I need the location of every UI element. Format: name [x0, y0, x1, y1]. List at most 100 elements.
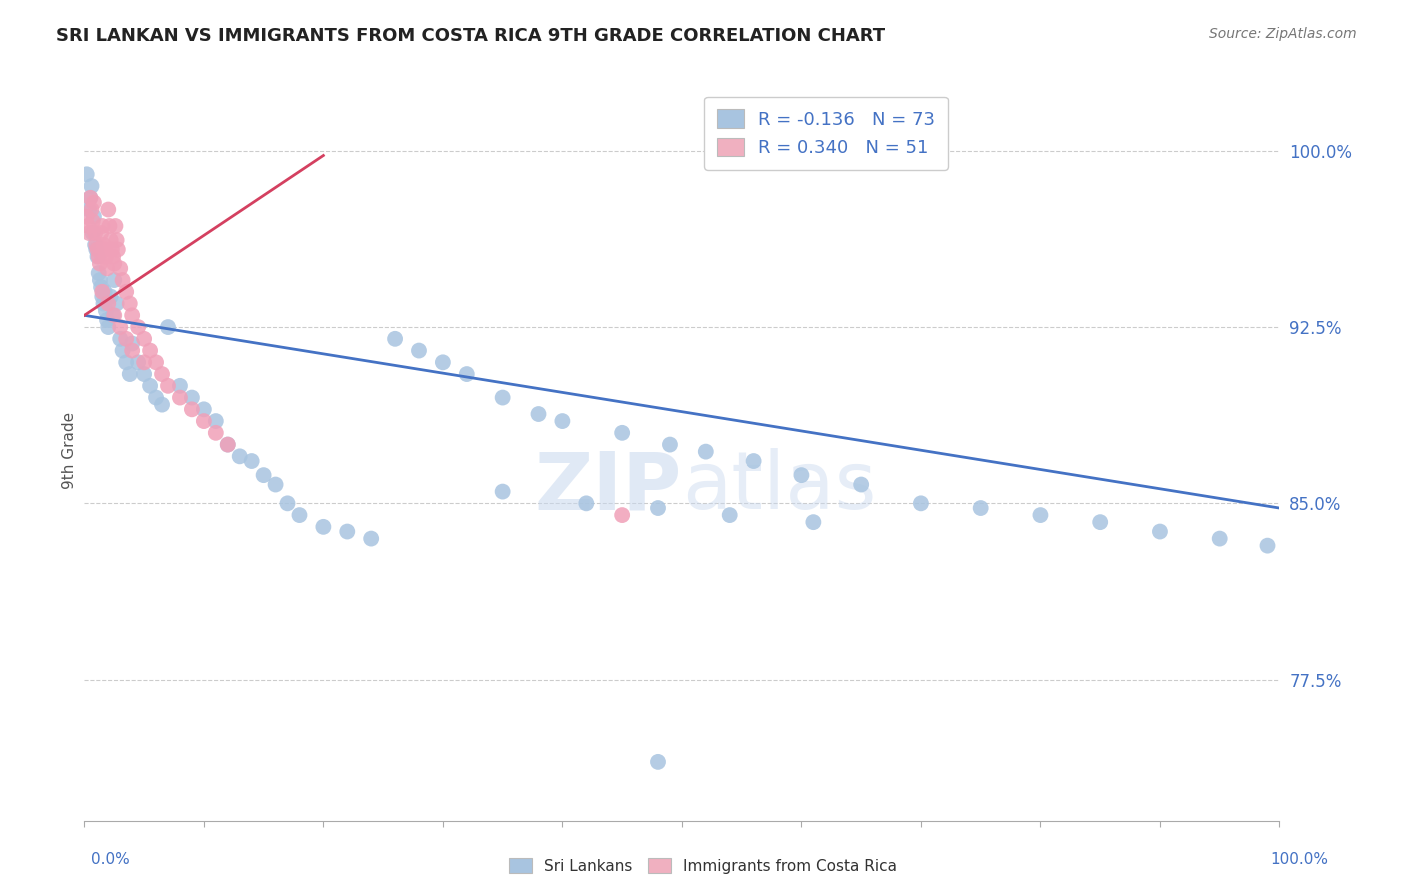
Point	[217, 437, 239, 451]
Point	[118, 296, 141, 310]
Point	[96, 313, 118, 327]
Legend: R = -0.136   N = 73, R = 0.340   N = 51: R = -0.136 N = 73, R = 0.340 N = 51	[704, 96, 948, 169]
Point	[150, 367, 173, 381]
Point	[790, 468, 813, 483]
Point	[132, 355, 156, 369]
Point	[695, 444, 717, 458]
Point	[86, 237, 108, 252]
Text: 0.0%: 0.0%	[91, 852, 131, 867]
Point	[1149, 524, 1171, 539]
Point	[121, 343, 143, 358]
Point	[89, 257, 111, 271]
Point	[205, 414, 228, 428]
Point	[103, 273, 125, 287]
Point	[94, 250, 117, 264]
Point	[94, 303, 117, 318]
Point	[432, 355, 454, 369]
Point	[277, 496, 299, 510]
Point	[89, 273, 111, 287]
Point	[79, 191, 101, 205]
Point	[157, 320, 180, 334]
Point	[205, 425, 228, 440]
Point	[408, 343, 430, 358]
Point	[1029, 508, 1052, 522]
Point	[84, 237, 107, 252]
Point	[145, 391, 167, 405]
Point	[98, 219, 121, 233]
Point	[86, 243, 108, 257]
Point	[229, 450, 252, 464]
Point	[115, 285, 138, 299]
Point	[82, 226, 104, 240]
Text: Source: ZipAtlas.com: Source: ZipAtlas.com	[1209, 27, 1357, 41]
Point	[79, 191, 101, 205]
Point	[101, 308, 124, 322]
Point	[492, 484, 515, 499]
Point	[111, 273, 134, 287]
Point	[80, 179, 103, 194]
Point	[115, 332, 138, 346]
Point	[97, 202, 120, 217]
Point	[93, 237, 115, 252]
Point	[90, 226, 112, 240]
Point	[97, 296, 120, 310]
Point	[93, 243, 115, 257]
Point	[115, 355, 138, 369]
Point	[647, 755, 669, 769]
Point	[312, 520, 335, 534]
Point	[91, 285, 114, 299]
Point	[86, 250, 108, 264]
Point	[110, 332, 132, 346]
Point	[527, 407, 550, 421]
Point	[193, 402, 215, 417]
Point	[121, 336, 143, 351]
Point	[456, 367, 478, 381]
Point	[105, 233, 128, 247]
Point	[253, 468, 276, 483]
Point	[91, 219, 114, 233]
Point	[360, 532, 382, 546]
Point	[193, 414, 215, 428]
Point	[612, 508, 634, 522]
Point	[118, 367, 141, 381]
Point	[87, 266, 110, 280]
Point	[80, 202, 103, 217]
Point	[169, 379, 191, 393]
Point	[169, 391, 191, 405]
Point	[105, 296, 128, 310]
Point	[851, 477, 873, 491]
Point	[100, 289, 122, 303]
Point	[93, 285, 115, 299]
Point	[91, 289, 114, 303]
Point	[240, 454, 263, 468]
Point	[288, 508, 311, 522]
Point	[157, 379, 180, 393]
Point	[97, 320, 120, 334]
Point	[84, 226, 107, 240]
Point	[100, 233, 122, 247]
Point	[384, 332, 406, 346]
Point	[264, 477, 287, 491]
Point	[551, 414, 574, 428]
Point	[76, 167, 98, 181]
Point	[77, 219, 100, 233]
Legend: Sri Lankans, Immigrants from Costa Rica: Sri Lankans, Immigrants from Costa Rica	[503, 852, 903, 880]
Point	[132, 332, 156, 346]
Point	[970, 501, 993, 516]
Point	[217, 437, 239, 451]
Point	[83, 210, 105, 224]
Point	[181, 402, 204, 417]
Point	[1209, 532, 1232, 546]
Point	[132, 367, 156, 381]
Point	[659, 437, 682, 451]
Point	[96, 261, 118, 276]
Point	[111, 343, 134, 358]
Point	[93, 296, 115, 310]
Text: ZIP: ZIP	[534, 449, 682, 526]
Point	[127, 355, 149, 369]
Point	[492, 391, 515, 405]
Point	[127, 320, 149, 334]
Point	[77, 226, 100, 240]
Y-axis label: 9th Grade: 9th Grade	[62, 412, 77, 489]
Point	[647, 501, 669, 516]
